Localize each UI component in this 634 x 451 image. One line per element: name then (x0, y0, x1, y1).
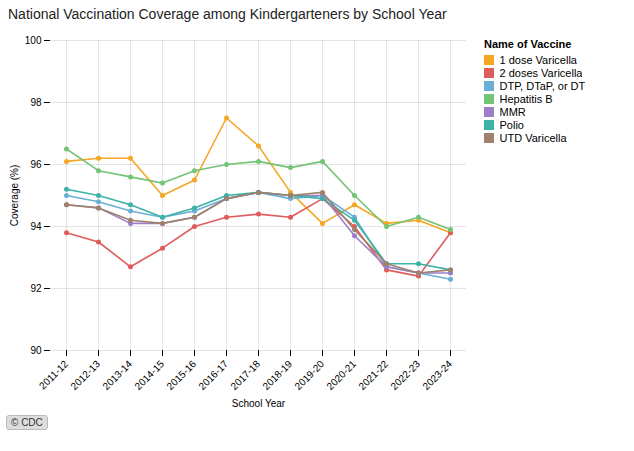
svg-text:2019-20: 2019-20 (292, 358, 326, 392)
svg-text:Coverage (%): Coverage (%) (9, 165, 20, 227)
svg-text:2022-23: 2022-23 (388, 358, 422, 392)
html-text:Hepatitis B: Hepatitis B (499, 93, 553, 105)
html-text:MMR: MMR (499, 106, 526, 118)
html-text:Polio: Polio (499, 119, 524, 131)
svg-text:96: 96 (30, 159, 42, 170)
html-text:Name of Vaccine: Name of Vaccine (484, 38, 572, 50)
svg-text:School Year: School Year (232, 398, 286, 409)
svg-text:2013-14: 2013-14 (100, 358, 134, 392)
svg-text:2015-16: 2015-16 (164, 358, 198, 392)
svg-text:98: 98 (30, 97, 42, 108)
svg-text:90: 90 (30, 345, 42, 356)
svg-text:2017-18: 2017-18 (228, 358, 262, 392)
svg-text:100: 100 (25, 35, 42, 46)
html-text:2 doses Varicella: 2 doses Varicella (499, 67, 583, 79)
svg-text:92: 92 (30, 283, 42, 294)
svg-text:94: 94 (30, 221, 42, 232)
html-text:© CDC: © CDC (11, 417, 43, 428)
svg-text:2018-19: 2018-19 (260, 358, 294, 392)
svg-text:2020-21: 2020-21 (324, 358, 358, 392)
svg-text:2021-22: 2021-22 (356, 358, 390, 392)
html-text:DTP, DTaP, or DT: DTP, DTaP, or DT (499, 80, 586, 92)
svg-text:2014-15: 2014-15 (132, 358, 166, 392)
html-text:National Vaccination Coverage: National Vaccination Coverage among Kind… (8, 6, 447, 22)
svg-text:2016-17: 2016-17 (196, 358, 230, 392)
svg-text:2011-12: 2011-12 (37, 358, 71, 392)
svg-text:2012-13: 2012-13 (68, 358, 102, 392)
svg-text:2023-24: 2023-24 (420, 358, 454, 392)
html-text:UTD Varicella: UTD Varicella (499, 132, 567, 144)
html-text:1 dose Varicella: 1 dose Varicella (499, 54, 577, 66)
